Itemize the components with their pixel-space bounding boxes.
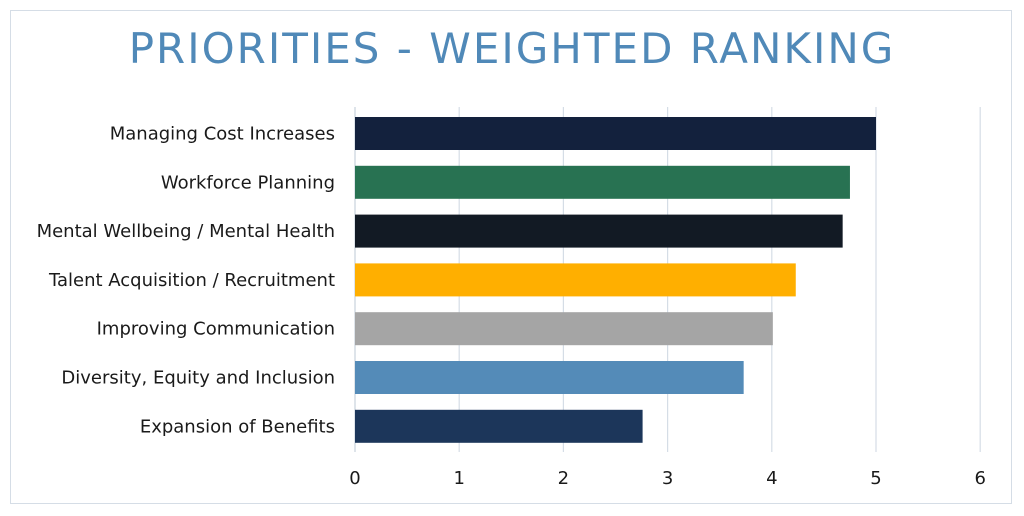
x-tick-labels: 0 1 2 3 4 5 6: [349, 468, 986, 489]
x-tick-label: 5: [870, 468, 881, 489]
category-label: Improving Communication: [97, 319, 335, 340]
x-tick-label: 3: [662, 468, 673, 489]
category-label: Workforce Planning: [161, 172, 335, 193]
bar: [355, 263, 796, 297]
x-tick-label: 2: [558, 468, 569, 489]
x-tick-label: 1: [453, 468, 464, 489]
category-label: Mental Wellbeing / Mental Health: [37, 221, 335, 242]
chart-title: PRIORITIES - WEIGHTED RANKING: [128, 24, 896, 73]
bar: [355, 117, 876, 150]
bar: [355, 312, 773, 346]
x-tick-label: 4: [766, 468, 777, 489]
category-label: Managing Cost Increases: [110, 124, 335, 145]
category-label: Expansion of Benefits: [140, 416, 335, 437]
bar: [355, 165, 850, 199]
bars: [355, 117, 876, 443]
category-label: Talent Acquisition / Recruitment: [48, 270, 335, 291]
bar: [355, 361, 744, 394]
x-tick-label: 6: [974, 468, 985, 489]
bar: [355, 214, 843, 248]
x-tick-label: 0: [349, 468, 360, 489]
bar: [355, 409, 643, 443]
category-label: Diversity, Equity and Inclusion: [61, 368, 335, 389]
category-labels: Managing Cost Increases Workforce Plannin…: [37, 124, 335, 438]
